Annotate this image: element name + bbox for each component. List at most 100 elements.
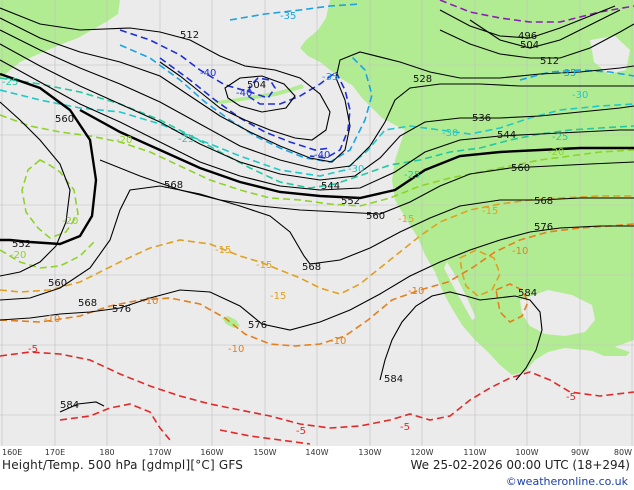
height-contours — [0, 5, 634, 413]
contour-568 — [0, 185, 634, 301]
isotherm-minus25 — [0, 77, 634, 189]
height-label: 504 — [520, 40, 539, 51]
map-canvas: -35 -40 -40 -35 -30 -30 -25 -25 -25 -20 … — [0, 0, 634, 446]
longitude-label: 170E — [44, 448, 66, 457]
longitude-label: 100W — [515, 448, 539, 457]
height-label: 560 — [55, 114, 74, 125]
contour-496 — [439, 5, 616, 39]
isotherm-minus20-loop — [21, 159, 79, 239]
isotherm-minus20-west — [0, 241, 95, 269]
temp-label: -35 — [280, 11, 296, 22]
temp-label: -5 — [400, 422, 410, 433]
temp-label: -10 — [44, 314, 60, 325]
height-label: 568 — [534, 196, 553, 207]
contour-584 — [379, 291, 543, 381]
height-label: 568 — [302, 262, 321, 273]
height-label: 576 — [248, 320, 267, 331]
longitude-label: 170W — [148, 448, 172, 457]
longitude-label: 140W — [305, 448, 329, 457]
contour-504-low — [224, 75, 296, 113]
temp-label: -15 — [215, 245, 231, 256]
isotherm-minus5 — [0, 351, 634, 429]
contour-504-east — [469, 9, 621, 49]
height-label: 528 — [413, 74, 432, 85]
contour-576 — [0, 225, 634, 331]
height-label: 576 — [112, 304, 131, 315]
isotherm-minus35-east — [519, 69, 634, 81]
height-label: 560 — [366, 211, 385, 222]
contour-552 — [0, 72, 98, 246]
isotherm-minus45 — [439, 0, 634, 23]
longitude-label: 130W — [358, 448, 382, 457]
longitude-label: 150W — [253, 448, 277, 457]
isotherm-minus15-loop — [459, 249, 501, 297]
hudson-bay — [590, 36, 630, 74]
isotherm-minus10 — [0, 223, 634, 347]
longitude-label: 160E — [2, 448, 23, 457]
temp-label: -10 — [330, 336, 346, 347]
temp-label: -40 — [314, 150, 330, 161]
contour-512-east — [439, 23, 634, 59]
isotherm-minus40-north — [119, 29, 351, 159]
contour-536 — [0, 43, 634, 181]
temp-label: -30 — [572, 90, 588, 101]
land-cuba — [590, 346, 630, 356]
temp-label: -20 — [548, 147, 564, 158]
land-north-america — [300, 0, 634, 375]
temp-label: -10 — [228, 344, 244, 355]
longitude-label: 80W — [613, 448, 632, 457]
temp-label: -35 — [322, 72, 338, 83]
gulf-of-california — [444, 262, 476, 320]
isotherm-minus5-lower — [59, 403, 171, 441]
land-aleutians — [212, 84, 304, 104]
temperature-isotherms — [0, 0, 634, 445]
height-label: 552 — [341, 196, 360, 207]
credit-link[interactable]: ©weatheronline.co.uk — [505, 475, 628, 488]
longitude-label: 120W — [410, 448, 434, 457]
height-labels: 512 504 504 496 512 528 536 544 544 552 … — [12, 30, 559, 411]
contour-528 — [0, 29, 634, 171]
temperature-labels: -35 -40 -40 -35 -30 -30 -25 -25 -25 -20 … — [2, 11, 588, 437]
temp-label: -30 — [348, 164, 364, 175]
isotherm-minus35-top — [229, 3, 361, 21]
contour-560-east — [99, 159, 634, 215]
temp-label: -25 — [2, 77, 18, 88]
temp-label: -15 — [482, 206, 498, 217]
temp-label: -15 — [256, 260, 272, 271]
contour-512 — [0, 7, 331, 141]
height-label: 584 — [60, 400, 79, 411]
temp-label: -25 — [552, 132, 568, 143]
height-label: 584 — [384, 374, 403, 385]
height-label: 544 — [497, 130, 516, 141]
height-label: 560 — [48, 278, 67, 289]
height-label: 576 — [534, 222, 553, 233]
temp-label: -5 — [28, 344, 38, 355]
contour-520 — [0, 17, 634, 163]
isotherm-minus40-loop — [159, 57, 331, 151]
isotherm-minus35 — [119, 44, 373, 163]
height-label: 568 — [78, 298, 97, 309]
height-label: 496 — [518, 31, 537, 42]
height-label: 512 — [180, 30, 199, 41]
gulf-of-mexico — [520, 290, 595, 336]
height-label: 552 — [12, 239, 31, 250]
temp-label: -30 — [442, 128, 458, 139]
temp-label: -15 — [398, 214, 414, 225]
temp-label: -20 — [10, 250, 26, 261]
temp-label: -5 — [296, 426, 306, 437]
temp-label: -10 — [408, 286, 424, 297]
temp-label: -20 — [62, 216, 78, 227]
temp-label: -35 — [560, 68, 576, 79]
longitude-label: 180 — [99, 448, 115, 457]
temp-label: -5 — [566, 392, 576, 403]
map-title: Height/Temp. 500 hPa [gdmpl][°C] GFS — [2, 458, 244, 472]
contour-544 — [0, 59, 634, 191]
contour-552-jet — [79, 108, 634, 200]
height-label: 584 — [518, 288, 537, 299]
isotherm-minus10-loop — [495, 283, 529, 323]
temp-label: -20 — [116, 135, 132, 146]
height-label: 504 — [247, 80, 266, 91]
longitude-label: 110W — [463, 448, 487, 457]
map-footer: 160E 170E 180 170W 160W 150W 140W 130W 1… — [0, 446, 634, 490]
